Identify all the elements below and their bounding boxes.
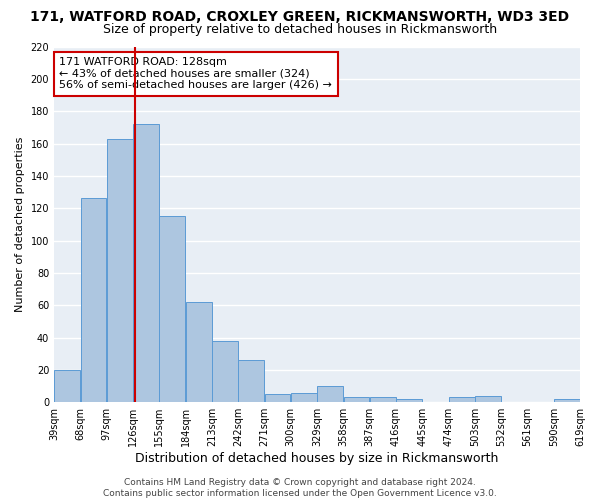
Bar xyxy=(212,341,238,402)
Bar xyxy=(449,398,475,402)
Bar xyxy=(291,392,317,402)
Bar xyxy=(133,124,159,402)
Bar xyxy=(396,399,422,402)
Bar xyxy=(554,399,580,402)
Text: 171, WATFORD ROAD, CROXLEY GREEN, RICKMANSWORTH, WD3 3ED: 171, WATFORD ROAD, CROXLEY GREEN, RICKMA… xyxy=(31,10,569,24)
Bar xyxy=(238,360,264,402)
Bar xyxy=(186,302,212,402)
Bar xyxy=(317,386,343,402)
Bar xyxy=(160,216,185,402)
Y-axis label: Number of detached properties: Number of detached properties xyxy=(15,136,25,312)
Bar xyxy=(80,198,106,402)
Bar xyxy=(54,370,80,402)
Bar xyxy=(475,396,501,402)
Text: Contains HM Land Registry data © Crown copyright and database right 2024.
Contai: Contains HM Land Registry data © Crown c… xyxy=(103,478,497,498)
Text: 171 WATFORD ROAD: 128sqm
← 43% of detached houses are smaller (324)
56% of semi-: 171 WATFORD ROAD: 128sqm ← 43% of detach… xyxy=(59,57,332,90)
Bar xyxy=(107,138,133,402)
Bar xyxy=(370,398,395,402)
Bar xyxy=(344,398,370,402)
X-axis label: Distribution of detached houses by size in Rickmansworth: Distribution of detached houses by size … xyxy=(136,452,499,465)
Bar xyxy=(265,394,290,402)
Text: Size of property relative to detached houses in Rickmansworth: Size of property relative to detached ho… xyxy=(103,22,497,36)
